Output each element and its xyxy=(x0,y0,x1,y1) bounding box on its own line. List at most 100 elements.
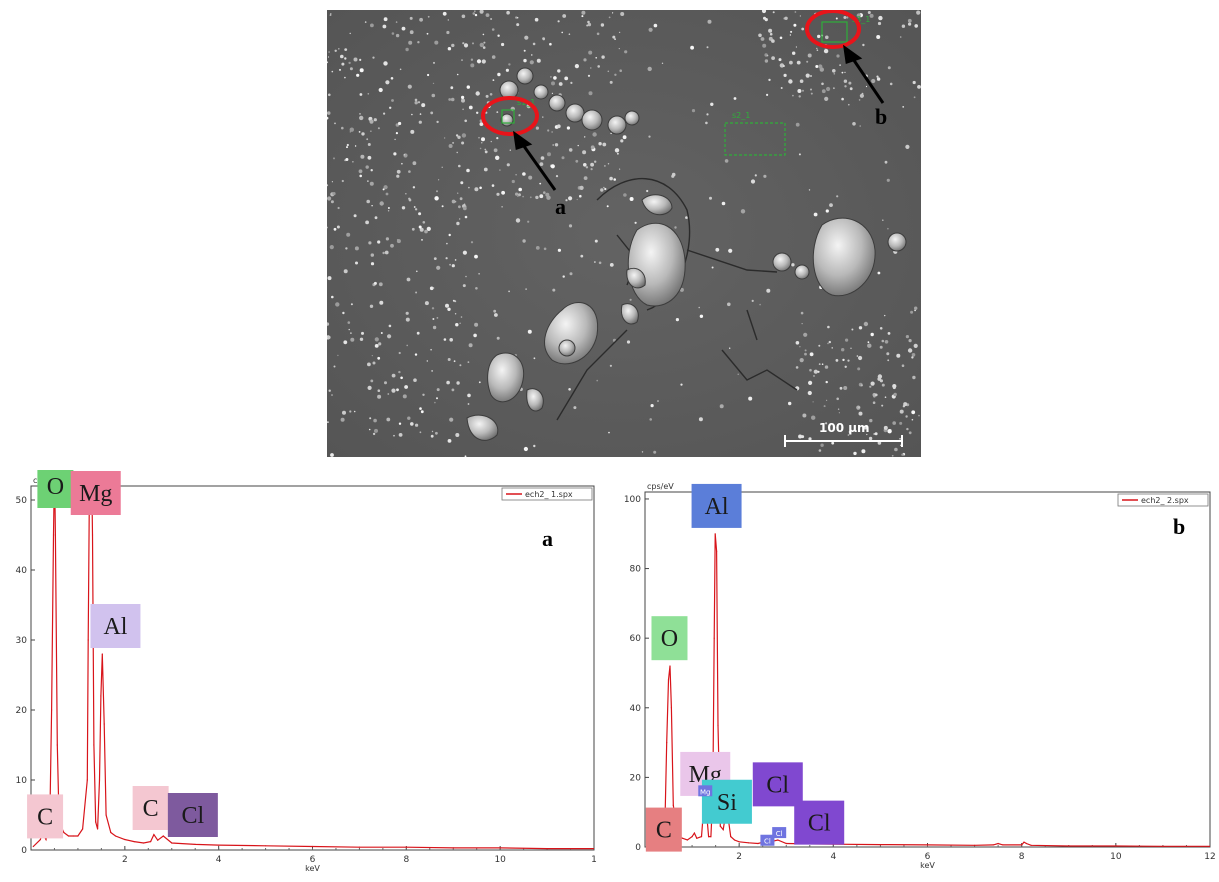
speckle xyxy=(328,51,330,53)
speckle xyxy=(369,181,374,186)
speckle xyxy=(858,411,863,416)
legend-box xyxy=(1117,493,1209,507)
speckle xyxy=(468,343,473,348)
speckle xyxy=(918,414,920,417)
speckle xyxy=(353,410,356,413)
spectrum-point xyxy=(714,533,716,535)
speckle xyxy=(366,138,369,141)
speckle xyxy=(400,376,403,380)
speckle xyxy=(523,58,527,63)
spectrum-point xyxy=(717,724,719,726)
speckle xyxy=(793,23,797,27)
speckle xyxy=(906,427,909,431)
element-label-text: C xyxy=(656,818,672,844)
speckle xyxy=(450,97,455,102)
speckle xyxy=(914,306,918,310)
speckle xyxy=(443,137,446,139)
speckle xyxy=(331,181,333,183)
speckle xyxy=(359,58,362,62)
y-tick-label: 20 xyxy=(16,706,28,716)
element-label-cl: Cl xyxy=(794,800,845,845)
highlight-ellipse-b xyxy=(805,10,861,49)
speckle xyxy=(590,168,593,171)
speckle xyxy=(460,181,464,185)
speckle xyxy=(340,54,344,59)
speckle xyxy=(562,275,565,278)
speckle xyxy=(435,431,438,435)
sem-arrows xyxy=(513,44,885,191)
speckle xyxy=(609,80,613,84)
spectrum-point xyxy=(72,835,74,837)
speckle xyxy=(341,126,344,130)
speckle xyxy=(905,415,908,418)
speckle xyxy=(825,380,828,384)
speckle xyxy=(406,277,411,282)
speckle xyxy=(771,39,775,43)
speckle xyxy=(456,381,460,385)
roi-label-3: s3_1 xyxy=(852,15,870,24)
speckle xyxy=(903,402,908,407)
speckle xyxy=(533,444,536,448)
speckle xyxy=(395,132,398,135)
speckle xyxy=(568,148,573,152)
speckle xyxy=(349,410,352,413)
speckle xyxy=(650,404,654,408)
speckle xyxy=(344,76,346,79)
speckle xyxy=(385,192,389,196)
speckle xyxy=(529,60,534,65)
spectrum-point xyxy=(1115,845,1117,847)
spectrum-point xyxy=(51,709,53,711)
speckle xyxy=(600,23,605,27)
speckle xyxy=(475,287,478,290)
speckle xyxy=(808,189,811,191)
speckle xyxy=(647,66,652,72)
speckle xyxy=(590,145,595,150)
speckle xyxy=(877,21,882,26)
speckle xyxy=(886,178,890,182)
speckle xyxy=(391,388,396,393)
spectrum-point xyxy=(311,845,314,848)
speckle xyxy=(462,42,465,45)
speckle xyxy=(490,140,492,143)
speckle xyxy=(404,385,408,389)
speckle xyxy=(415,423,419,427)
x-tick-label: 8 xyxy=(1019,852,1025,862)
speckle xyxy=(395,21,398,23)
speckle xyxy=(518,114,521,117)
speckle xyxy=(555,175,559,178)
speckle xyxy=(721,201,726,206)
speckle xyxy=(887,359,890,362)
speckle xyxy=(353,214,357,218)
speckle xyxy=(490,18,493,20)
speckle xyxy=(542,116,544,118)
speckle xyxy=(886,352,890,356)
element-label-box xyxy=(794,800,845,845)
speckle xyxy=(405,47,409,52)
speckle xyxy=(879,327,883,330)
speckle xyxy=(401,26,406,31)
speckle xyxy=(764,18,768,22)
speckle xyxy=(383,185,388,190)
spectrum-point xyxy=(101,653,103,655)
speckle xyxy=(464,455,467,457)
speckle xyxy=(789,60,793,65)
speckle xyxy=(461,14,466,19)
speckle xyxy=(585,166,589,169)
speckle xyxy=(336,225,340,229)
speckle xyxy=(626,340,631,344)
speckle xyxy=(349,127,354,132)
speckle xyxy=(905,144,910,149)
speckle xyxy=(483,167,488,172)
speckle xyxy=(553,76,557,80)
speckle xyxy=(347,321,351,324)
speckle xyxy=(462,206,467,211)
speckle xyxy=(582,150,587,155)
speckle xyxy=(408,197,411,200)
speckle xyxy=(522,195,524,198)
speckle xyxy=(634,221,637,224)
speckle xyxy=(409,30,414,35)
element-label-box xyxy=(645,807,682,852)
speckle xyxy=(409,16,413,20)
speckle xyxy=(877,271,881,275)
sem-roi-boxes xyxy=(501,21,848,156)
